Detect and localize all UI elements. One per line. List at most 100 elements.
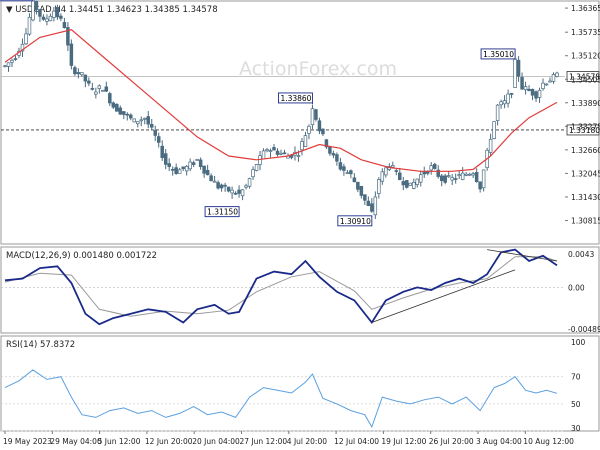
candle-body — [335, 154, 339, 162]
candle-body — [418, 174, 423, 183]
candle-body — [279, 152, 283, 155]
candle-body — [384, 167, 388, 176]
candle-body — [380, 171, 385, 182]
candle-body — [188, 161, 192, 170]
candle-body — [317, 120, 322, 132]
candle-body — [48, 15, 53, 22]
candle-body — [27, 16, 32, 35]
candle-body — [436, 169, 440, 177]
rsi-tick-label: 100 — [571, 338, 586, 347]
time-tick-label: 10 Aug 12:00 — [523, 437, 574, 446]
candle-body — [502, 100, 507, 105]
candle-body — [471, 173, 475, 176]
macd-signal-line — [4, 256, 558, 317]
candle-body — [97, 85, 102, 89]
candle-body — [104, 86, 109, 92]
candle-body — [184, 166, 189, 172]
candle-body — [516, 59, 521, 77]
candle-body — [328, 146, 332, 154]
price-level-box — [566, 124, 600, 136]
candle-body — [244, 185, 248, 188]
candle-body — [132, 118, 137, 123]
candle-body — [356, 181, 360, 190]
candle-body — [352, 177, 357, 183]
candle-body — [401, 181, 406, 186]
candle-body — [467, 173, 472, 176]
candle-body — [453, 178, 458, 180]
candle-body — [177, 169, 182, 174]
candle-body — [230, 189, 234, 194]
candle-body — [174, 167, 178, 175]
candle-body — [422, 171, 426, 175]
candle-body — [530, 88, 535, 96]
candle-body — [541, 82, 545, 89]
candle-body — [338, 162, 343, 170]
time-tick-label: 19 Jul 12:00 — [381, 437, 426, 446]
candle-body — [216, 182, 220, 189]
candle-body — [314, 109, 318, 120]
candle-body — [223, 184, 227, 187]
candle-body — [45, 18, 49, 22]
time-tick-label: 12 Jul 04:00 — [334, 437, 379, 446]
candle-body — [209, 175, 213, 182]
time-tick-label: 19 May 2023 — [3, 437, 52, 446]
price-annotation-label: 1.33860 — [280, 94, 311, 103]
macd-panel-frame — [0, 246, 600, 334]
price-annotation-label: 1.31150 — [207, 208, 238, 217]
time-tick-label: 3 Aug 04:00 — [476, 437, 522, 446]
candle-body — [478, 181, 482, 190]
candle-body — [523, 86, 528, 91]
macd-tick-label: 0.00 — [568, 283, 585, 292]
candle-body — [282, 152, 287, 155]
candle-body — [149, 124, 154, 128]
price-tick-label: 1.35120 — [571, 52, 600, 61]
candle-body — [310, 108, 315, 126]
candle-body — [513, 58, 517, 88]
rsi-panel-frame — [0, 335, 600, 432]
candle-body — [506, 93, 510, 104]
candle-body — [534, 91, 538, 99]
candle-body — [31, 0, 35, 21]
candle-body — [544, 83, 549, 86]
price-tick-label: 1.33275 — [571, 122, 600, 131]
candle-body — [41, 16, 46, 20]
time-tick-label: 20 Jun 04:00 — [192, 437, 240, 446]
candle-body — [307, 125, 311, 134]
candle-body — [87, 80, 91, 84]
candle-body — [6, 62, 11, 67]
price-panel: ActionForex.com ▼ USDCAD.H4 1.34451 1.34… — [0, 0, 600, 245]
price-annotation-label: 1.36530 — [1, 0, 32, 1]
candle-body — [136, 121, 140, 125]
candle-body — [464, 173, 468, 176]
macd-panel: MACD(12,26,9) 0.001480 0.001722 0.00430.… — [0, 246, 600, 334]
time-tick-label: 27 Jun 12:00 — [240, 437, 288, 446]
candle-body — [198, 159, 203, 167]
candle-body — [240, 189, 245, 197]
candle-body — [156, 136, 161, 143]
rsi-tick-label: 50 — [571, 400, 581, 409]
candle-body — [331, 153, 336, 156]
price-annotation-box — [0, 0, 34, 2]
price-tick-label: 1.30815 — [571, 216, 600, 225]
price-tick-label: 1.34505 — [571, 75, 600, 84]
candle-body — [10, 59, 14, 63]
candle-body — [13, 58, 18, 60]
candle-body — [101, 89, 105, 92]
candle-body — [139, 119, 144, 122]
rsi-panel: RSI(14) 57.8372 100 70 50 30 — [0, 335, 600, 433]
candle-body — [55, 7, 60, 18]
candle-body — [450, 177, 454, 181]
time-tick-label: 12 Jun 20:00 — [145, 437, 193, 446]
candle-body — [268, 150, 273, 152]
macd-tick-label: 0.0043 — [568, 250, 594, 259]
candle-body — [499, 101, 503, 106]
candle-body — [275, 150, 280, 155]
macd-y-axis: 0.0043 0.00 -0.004895 — [568, 250, 600, 334]
candle-body — [272, 147, 276, 151]
rsi-tick-label: 30 — [571, 424, 581, 433]
candle-body — [373, 196, 378, 216]
candle-body — [394, 170, 399, 172]
candle-body — [20, 43, 25, 52]
price-tick-label: 1.32045 — [571, 169, 600, 178]
